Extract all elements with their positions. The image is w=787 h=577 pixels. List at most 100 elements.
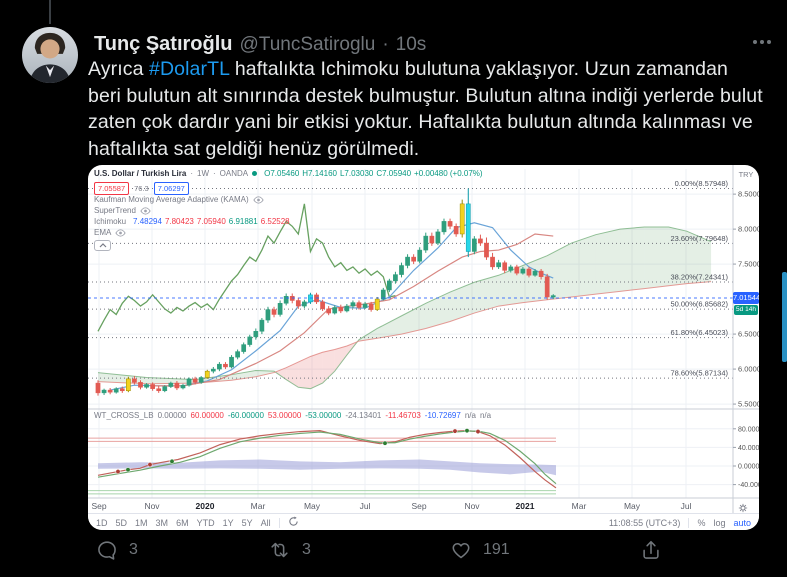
axis-settings-gear-icon[interactable] <box>738 500 748 518</box>
interval-label[interactable]: 1W <box>197 169 209 178</box>
range-button-3M[interactable]: 3M <box>155 517 169 528</box>
avatar[interactable] <box>22 27 78 83</box>
wt-value: n/a <box>464 411 476 420</box>
range-button-6M[interactable]: 6M <box>176 517 189 528</box>
clock-readout[interactable]: 11:08:55 (UTC+3) <box>608 517 681 528</box>
like-button[interactable]: 191 <box>450 539 510 561</box>
auto-scale-button[interactable]: auto <box>733 517 751 528</box>
toolbar-divider <box>688 517 690 528</box>
wt-value: -11.46703 <box>385 411 421 420</box>
indicator-label-ichimoku[interactable]: Ichimoku <box>94 217 127 226</box>
wt1-line <box>97 430 557 489</box>
senkou-a-line <box>97 226 712 390</box>
wt-value: -10.72697 <box>424 411 461 420</box>
retweet-icon <box>271 542 288 558</box>
fib-level-label: 38.20%(7.24341) <box>670 273 728 282</box>
time-tick-label: Jul <box>360 501 371 511</box>
range-button-YTD[interactable]: YTD <box>196 517 215 528</box>
fib-level-label: 23.60%(7.79648) <box>670 234 728 243</box>
wt-tick-label: -40.00000 <box>738 482 759 489</box>
tradingview-chart: 0.00%(8.57948) 23.60%(7.79648) 38.20%(7.24… <box>88 165 759 513</box>
fib-level-label: 0.00%(8.57948) <box>675 179 729 188</box>
time-tick-label: Sep <box>91 501 106 511</box>
price-tick-label: 8.50000 <box>738 190 759 199</box>
wt-value: -60.00000 <box>227 411 264 420</box>
buy-price-tag[interactable]: 7.06297 <box>153 181 189 195</box>
wt-cross-dot <box>382 440 388 446</box>
wt-value: -24.13401 <box>345 411 382 420</box>
wt-diff-area <box>98 459 556 476</box>
price-tick-label: 5.50000 <box>738 400 759 409</box>
ichimoku-lagging-value: 7.05940 <box>196 217 226 226</box>
wt-value: 60.00000 <box>190 411 224 420</box>
legend-separator: · <box>190 169 193 178</box>
avatar-portrait <box>30 32 70 83</box>
hashtag-dolartl[interactable]: #DolarTL <box>149 58 230 80</box>
wt-indicator-label[interactable]: WT_CROSS_LB <box>94 411 154 420</box>
share-button[interactable] <box>640 539 662 561</box>
open-value: O7.05460 <box>264 169 300 178</box>
low-value: L7.03030 <box>339 169 374 178</box>
chart-media-card[interactable]: 0.00%(8.57948) 23.60%(7.79648) 38.20%(7.24… <box>88 165 759 530</box>
display-name[interactable]: Tunç Şatıroğlu <box>94 33 233 55</box>
reply-button[interactable]: 3 <box>96 539 138 561</box>
time-axis: Sep Nov 2020 Mar May Jul Sep Nov 2021 Mar May Jul <box>91 501 691 511</box>
wt-cross-dot <box>452 428 458 434</box>
chart-bottom-toolbar: 1D 5D 1M 3M 6M YTD 1Y 5Y All 11:08:55 (UTC+3) % … <box>88 513 759 530</box>
time-tick-label: Mar <box>251 501 266 511</box>
symbol-title[interactable]: U.S. Dollar / Turkish Lira <box>94 169 187 178</box>
wt-value: 0.00000 <box>157 411 187 420</box>
visibility-eye-icon[interactable] <box>140 206 151 215</box>
thread-connector-line <box>49 0 51 24</box>
change-value: +0.00480 (+0.07%) <box>414 169 483 178</box>
ichimoku-base-value: 7.80423 <box>164 217 194 226</box>
time-tick-label: 2021 <box>516 501 535 511</box>
chart-grid <box>88 169 733 498</box>
ichimoku-leadb-value: 6.52528 <box>260 217 290 226</box>
like-count: 191 <box>483 541 510 558</box>
indicator-label-ema[interactable]: EMA <box>94 228 112 237</box>
range-button-1Y[interactable]: 1Y <box>222 517 234 528</box>
chevron-up-icon <box>99 243 106 248</box>
chikou-span-line <box>97 203 396 332</box>
header-separator: · <box>382 34 389 55</box>
candles <box>95 188 556 396</box>
go-to-date-icon[interactable] <box>288 516 299 529</box>
wt-cross-dot <box>475 429 481 435</box>
range-button-1D[interactable]: 1D <box>96 517 108 528</box>
wt-cross-dot <box>147 462 153 468</box>
range-button-All[interactable]: All <box>260 517 271 528</box>
percent-scale-button[interactable]: % <box>697 517 706 528</box>
timestamp[interactable]: 10s <box>395 34 427 55</box>
indicator-label-kama[interactable]: Kaufman Moving Average Adaptive (KAMA) <box>94 195 249 204</box>
wt-tick-label: 0.00000 <box>738 464 759 471</box>
range-button-5D[interactable]: 5D <box>115 517 128 528</box>
retweet-count: 3 <box>302 541 311 558</box>
indicator-label-supertrend[interactable]: SuperTrend <box>94 206 136 215</box>
tweet-text-post: haftalıkta Ichimoku bulutuna yaklaşıyor.… <box>88 58 763 160</box>
wt-tick-label: 40.00000 <box>738 445 759 452</box>
retweet-button[interactable]: 3 <box>268 539 311 561</box>
more-options-icon[interactable] <box>753 40 771 44</box>
visibility-eye-icon[interactable] <box>115 228 126 237</box>
wt-value: 53.00000 <box>267 411 302 420</box>
legend-collapse-button[interactable] <box>94 240 111 251</box>
visibility-eye-icon[interactable] <box>252 195 264 204</box>
time-tick-label: May <box>304 501 321 511</box>
sell-price-tag[interactable]: 7.05587 <box>94 181 130 195</box>
chart-legend: U.S. Dollar / Turkish Lira · 1W · OANDA … <box>94 168 483 251</box>
log-scale-button[interactable]: log <box>713 517 726 528</box>
exchange-label: OANDA <box>219 169 249 178</box>
user-handle[interactable]: @TuncSatiroglu <box>239 34 376 55</box>
time-tick-label: Nov <box>464 501 480 511</box>
wt2-line <box>97 430 557 485</box>
ohlc-readout: O7.05460 H7.14160 L7.03030 C7.05940 +0.00480… <box>261 169 482 178</box>
toolbar-divider <box>278 517 280 528</box>
page-scrollbar-thumb[interactable] <box>782 272 787 362</box>
axis-currency-label[interactable]: TRY <box>738 170 754 179</box>
range-button-5Y[interactable]: 5Y <box>241 517 253 528</box>
range-button-1M[interactable]: 1M <box>135 517 148 528</box>
price-axis: 8.50000 8.00000 7.50000 6.50000 6.00000 5.500… <box>733 190 759 489</box>
time-tick-label: Jul <box>681 501 692 511</box>
